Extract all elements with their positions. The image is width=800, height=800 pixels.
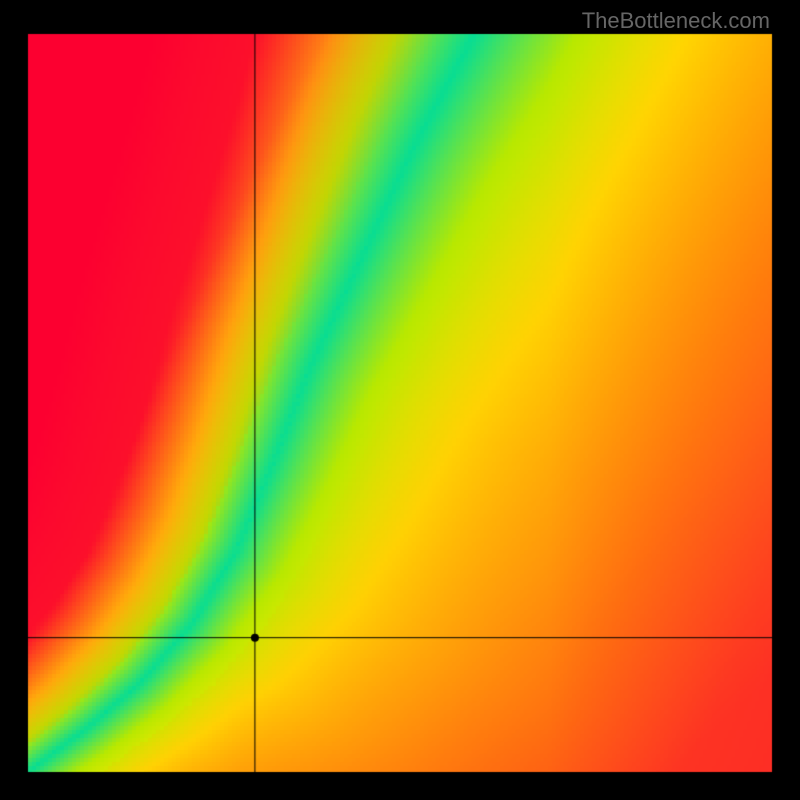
watermark-text: TheBottleneck.com	[582, 8, 770, 34]
heatmap-canvas	[0, 0, 800, 800]
chart-container: TheBottleneck.com	[0, 0, 800, 800]
